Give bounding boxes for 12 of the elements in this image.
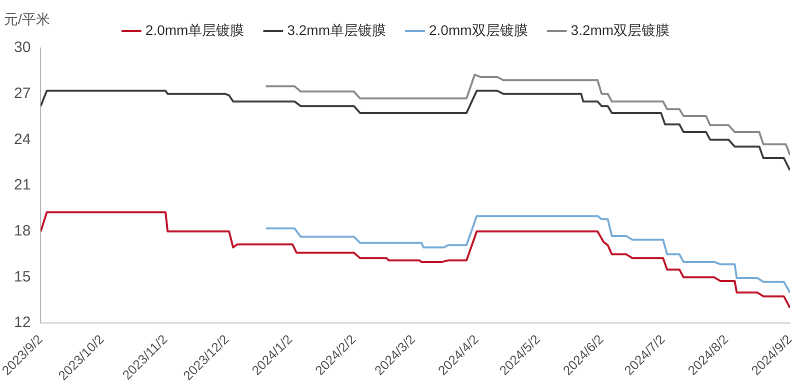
y-tick-label: 12 <box>14 314 31 332</box>
legend-label: 2.0mm单层镀膜 <box>145 22 244 38</box>
y-tick-label: 18 <box>14 222 31 240</box>
y-tick-label: 15 <box>14 268 31 286</box>
y-tick-label: 21 <box>14 176 31 194</box>
legend-label: 3.2mm双层镀膜 <box>570 22 670 38</box>
y-tick-label: 30 <box>14 39 31 56</box>
y-axis-title: 元/平米 <box>4 10 50 27</box>
y-tick-label: 27 <box>14 84 31 102</box>
y-tick-label: 24 <box>14 130 31 148</box>
legend-label: 3.2mm单层镀膜 <box>287 22 386 38</box>
legend-label: 2.0mm双层镀膜 <box>429 22 528 38</box>
